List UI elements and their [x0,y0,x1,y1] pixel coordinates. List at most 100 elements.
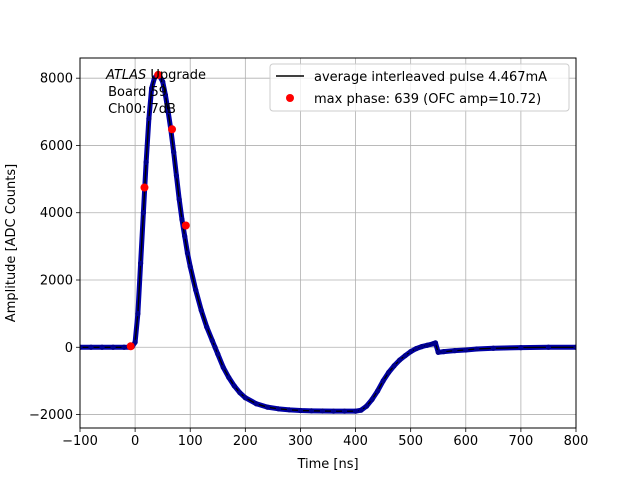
pulse-point [149,85,155,91]
pulse-point [386,369,392,376]
pulse-point [419,344,425,350]
pulse-point [408,349,414,355]
pulse-point [352,408,359,414]
pulse-point [380,378,386,384]
x-axis-label: Time [ns] [296,457,358,472]
x-tick-label: 200 [233,434,258,449]
y-tick-label: 0 [65,341,73,356]
pulse-point [165,109,171,115]
pulse-point [173,173,180,179]
annotation-upgrade: Upgrade [146,68,206,83]
pulse-point [518,345,524,351]
pulse-point [140,210,146,216]
x-tick-label: 500 [398,434,423,449]
pulse-point [369,396,375,403]
pulse-point [375,388,381,394]
pulse-point [253,401,259,407]
pulse-point [184,250,191,256]
pulse-point [226,374,232,381]
y-tick-label: 2000 [40,274,73,289]
atlas-annotation: ATLAS Upgrade Board 59 Ch00: 7dB [104,68,206,117]
pulse-point [143,159,149,165]
pulse-point [99,344,105,350]
pulse-point [490,345,496,351]
pulse-point [204,324,210,330]
max-phase-point [154,70,163,79]
pulse-point [441,349,447,355]
pulse-point [452,348,458,354]
pulse-point [264,404,270,410]
plot-area [80,70,576,414]
x-tick-label: 100 [178,434,203,449]
pulse-point [212,344,218,350]
pulse-point [110,344,116,350]
pulse-point [341,408,348,414]
axes-frame [79,57,577,429]
pulse-point [286,407,293,413]
annotation-atlas: ATLAS [105,68,146,83]
x-tick-label: 300 [288,434,313,449]
pulse-point [135,311,141,317]
annotation-channel: Ch00: 7dB [104,102,176,117]
pulse-point [215,351,221,357]
pulse-point [242,395,248,401]
pulse-point [138,260,144,266]
pulse-point [132,339,138,345]
pulse-point [198,307,204,313]
pulse-point [435,349,441,355]
pulse-point [80,344,83,350]
legend-box [269,63,570,112]
x-tick-label: 400 [343,434,368,449]
pulse-point [391,363,397,369]
series-layer [80,70,576,414]
pulse-point [297,407,304,414]
pulse-point [162,92,169,98]
x-tick-label: −100 [62,434,98,449]
legend: average interleaved pulse 4.467mA max ph… [269,63,570,112]
pulse-point [474,346,480,352]
pulse-point [193,287,199,293]
pulse-point [88,344,94,350]
pulse-point [275,406,281,412]
pulse-point [171,149,177,155]
pulse-point [176,196,182,202]
y-tick-label: 6000 [40,139,73,154]
pulse-point [187,263,193,270]
pulse-point [424,342,430,348]
max-phase-point [140,183,149,192]
pulse-point [146,115,152,122]
pulse-point [182,233,188,239]
annotation-board: Board 59 [104,85,167,100]
pulse-point [220,364,226,371]
pulse-point [121,344,127,350]
legend-label-average: average interleaved pulse 4.467mA [314,70,547,85]
x-tick-label: 700 [508,434,533,449]
x-tick-label: 600 [453,434,478,449]
pulse-point [397,357,403,363]
max-phase-point [181,221,190,230]
pulse-point [573,344,576,350]
pulse-point [319,408,326,414]
pulse-point [209,337,215,344]
y-tick-label: −2000 [29,408,73,423]
x-tick-label: 0 [131,434,139,449]
annotation-line-1: ATLAS Upgrade [105,68,206,83]
pulse-point [432,340,439,346]
ticks: −100 0 100 200 300 400 500 600 700 800 −2000 0 2000 4… [29,72,588,449]
pulse-point [330,408,337,414]
pulse-point [308,408,315,414]
pulse-point [402,353,408,359]
legend-dot-marker [286,94,294,102]
pulse-point [363,403,370,409]
max-phase-point [126,342,135,351]
y-tick-label: 4000 [40,206,73,221]
y-axis-label: Amplitude [ADC Counts] [4,164,19,322]
y-tick-label: 8000 [40,72,73,87]
pulse-point [545,344,552,350]
pulse-point [413,346,419,352]
legend-label-max-phase: max phase: 639 (OFC amp=10.72) [314,92,541,107]
pulse-point [358,407,364,413]
pulse-point [237,390,243,396]
pulse-point [463,347,469,353]
